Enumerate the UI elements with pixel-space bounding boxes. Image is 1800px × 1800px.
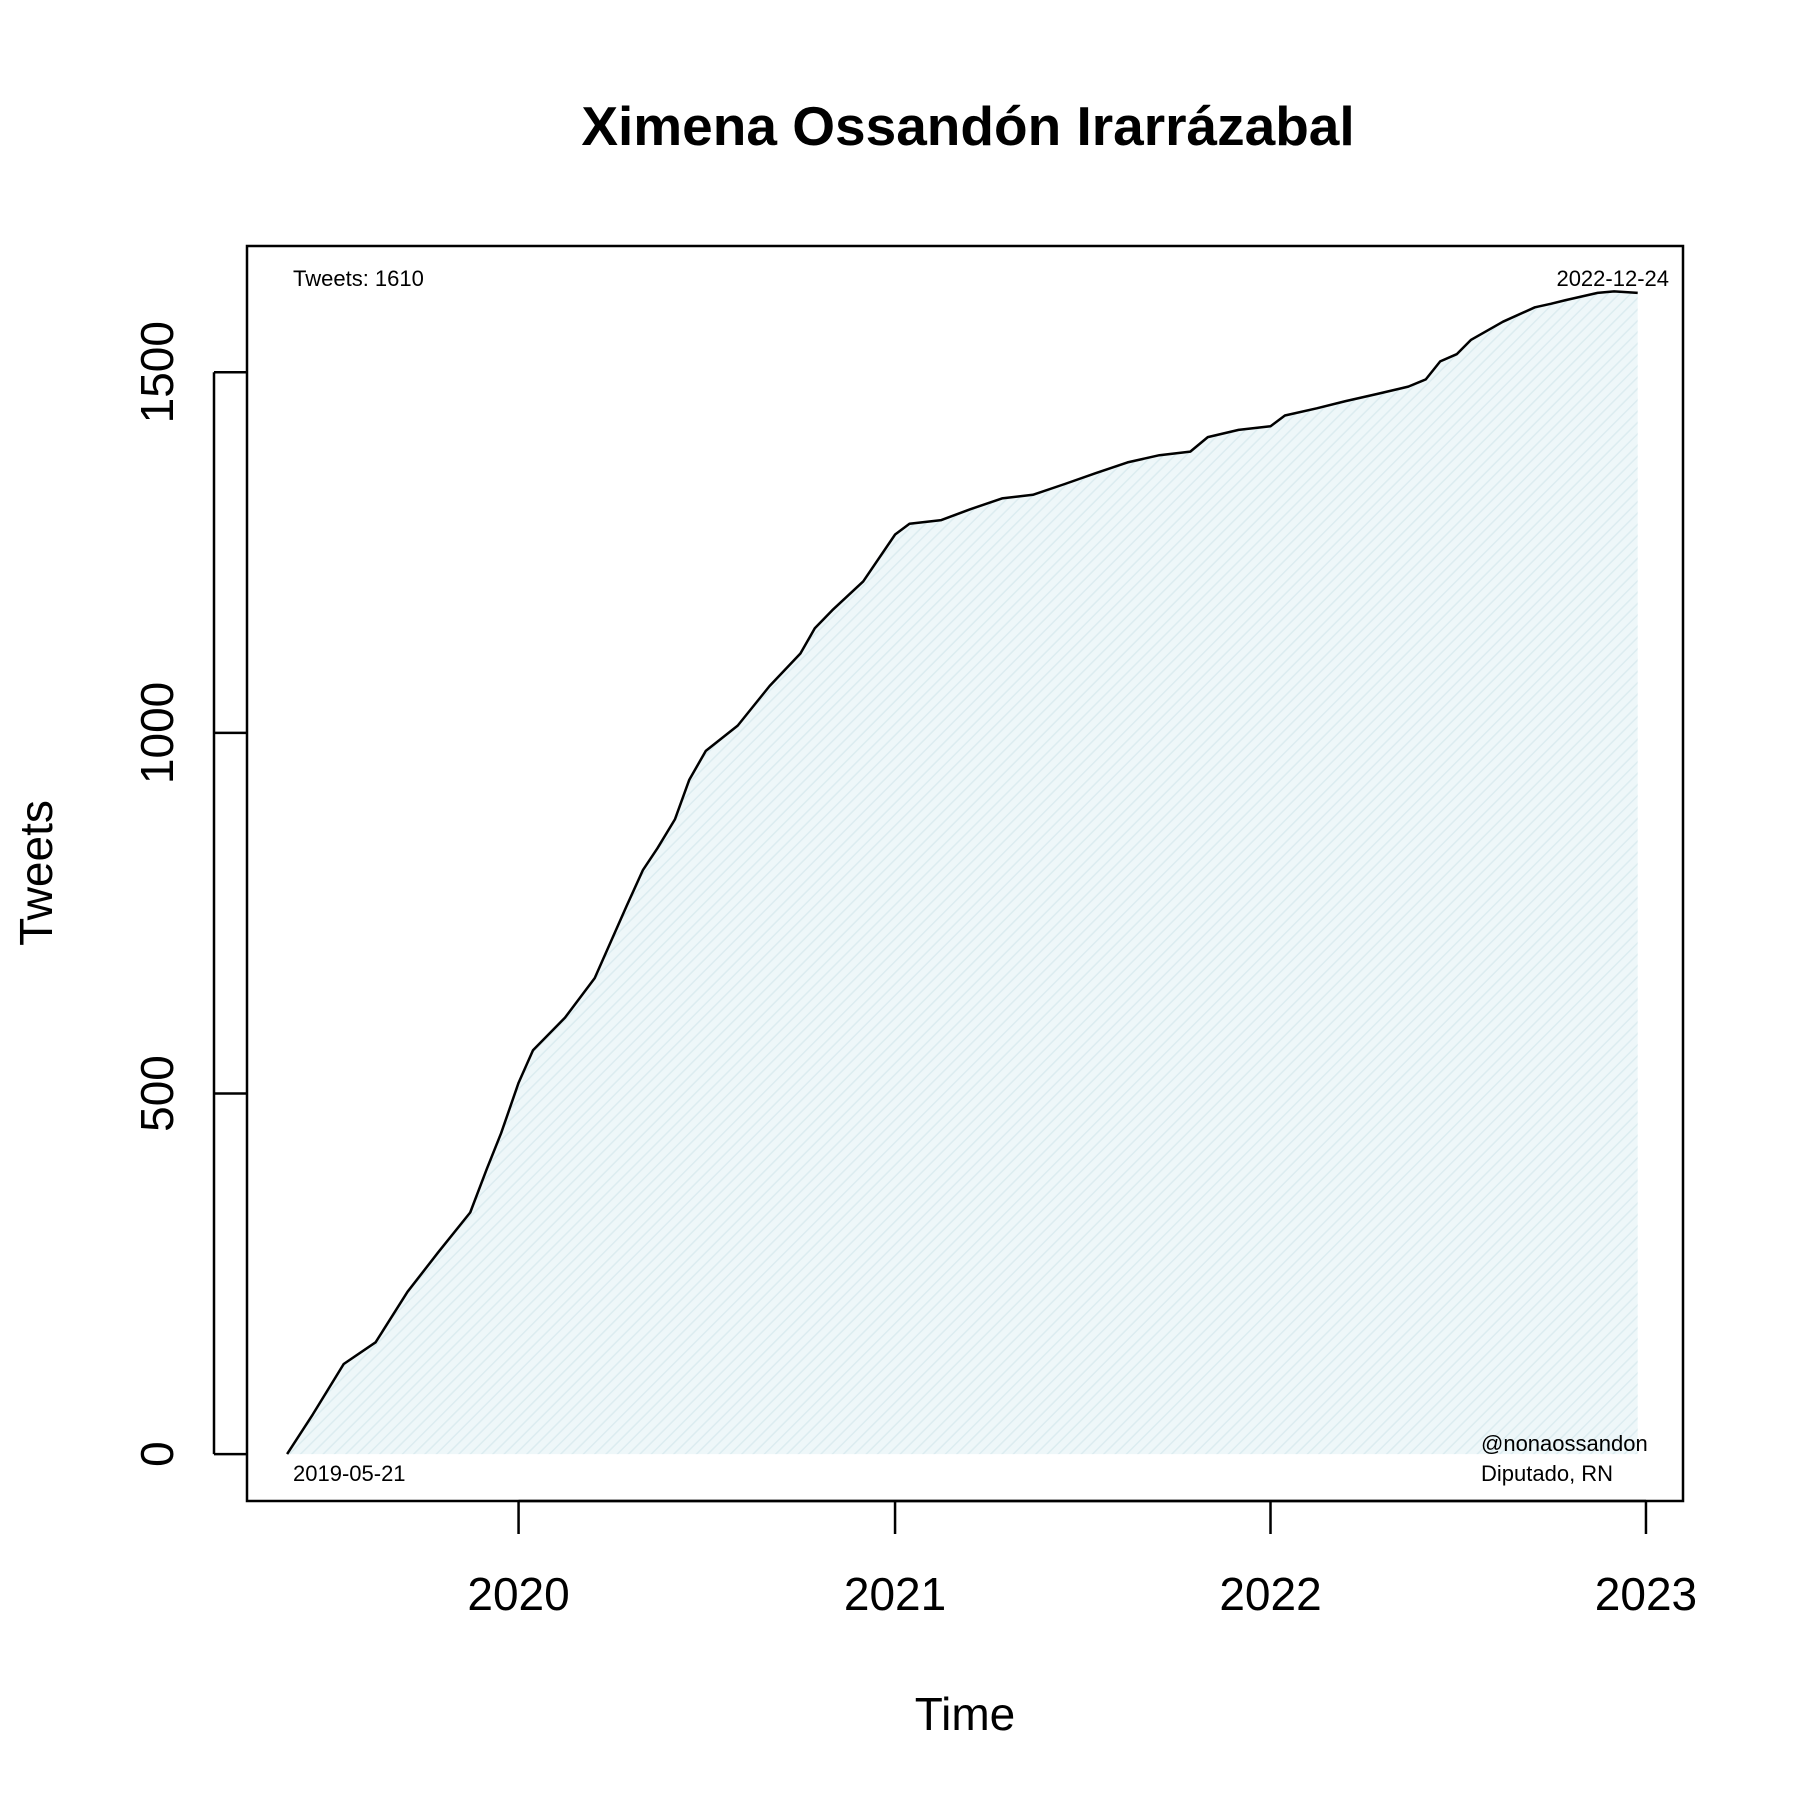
y-axis-title: Tweets xyxy=(10,800,62,946)
x-tick-label: 2023 xyxy=(1595,1568,1697,1620)
start-date-annotation: 2019-05-21 xyxy=(293,1461,406,1486)
y-tick-label: 0 xyxy=(131,1441,183,1467)
x-axis-title: Time xyxy=(915,1688,1016,1740)
y-tick-label: 1000 xyxy=(131,682,183,784)
role-annotation: Diputado, RN xyxy=(1481,1461,1613,1486)
chart-title: Ximena Ossandón Irarrázabal xyxy=(581,95,1354,157)
x-tick-label: 2020 xyxy=(467,1568,569,1620)
area-layer xyxy=(287,291,1638,1455)
end-date-annotation: 2022-12-24 xyxy=(1556,266,1669,291)
handle-annotation: @nonaossandon xyxy=(1481,1431,1648,1456)
cumulative-area xyxy=(287,291,1638,1455)
line-layer xyxy=(286,290,1638,1455)
x-tick-label: 2021 xyxy=(844,1568,946,1620)
y-tick-label: 1500 xyxy=(131,321,183,423)
tweet-count-annotation: Tweets: 1610 xyxy=(293,266,424,291)
x-tick-label: 2022 xyxy=(1219,1568,1321,1620)
cumulative-line xyxy=(286,290,1638,1455)
y-axis: 0 500 1000 1500 xyxy=(131,321,247,1467)
x-axis: 2020 2021 2022 2023 xyxy=(467,1499,1697,1620)
y-tick-label: 500 xyxy=(131,1055,183,1132)
